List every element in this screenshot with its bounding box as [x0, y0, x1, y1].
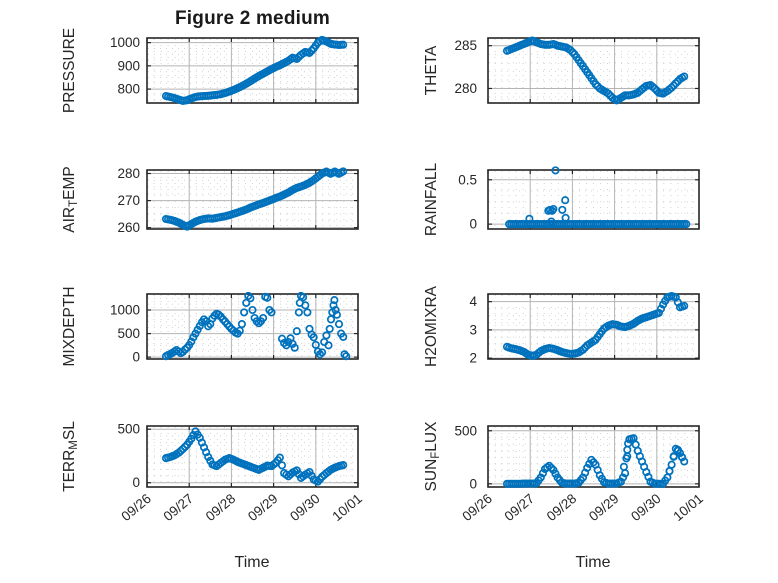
- y-tick-label: 260: [117, 220, 140, 235]
- data-markers-mixdepth: [161, 291, 351, 361]
- tick-marks: [146, 170, 359, 229]
- ylabel-rainfall: RAINFALL: [423, 163, 440, 237]
- x-tick-label: 09/27: [161, 491, 197, 524]
- x-tick-label: 09/30: [628, 491, 664, 524]
- axes-box: [146, 37, 359, 104]
- ylabel-theta: THETA: [423, 45, 440, 95]
- y-tick-label: 500: [117, 422, 140, 437]
- subplot-pressure: 800 900 1000 PRESSURE: [61, 28, 359, 113]
- data-markers-sun-flux: [502, 434, 689, 488]
- ylabel-terr-msl: TERRMSL: [61, 421, 80, 492]
- ylabel-sun-flux: SUNFLUX: [423, 421, 442, 492]
- x-tick-label: 09/28: [544, 491, 580, 524]
- y-tick-label: 280: [454, 81, 477, 96]
- subplot-sun-flux: 0 500 09/26 09/27 09/28 09/29 09/30 10/01 SUNFLU…: [423, 421, 706, 524]
- subplot-terr-msl: 0 500 09/26 09/27 09/28 09/29 09/30 10/01 TERRMS…: [61, 421, 365, 524]
- y-tick-label: 2: [469, 351, 477, 366]
- y-tick-label: 280: [117, 166, 140, 181]
- x-tick-label: 09/26: [459, 491, 495, 524]
- y-tick-label: 285: [454, 38, 477, 53]
- axes-box: [487, 169, 700, 230]
- x-tick-label: 09/26: [118, 491, 154, 524]
- y-tick-label: 1000: [110, 35, 140, 50]
- axes-box: [146, 293, 359, 360]
- y-tick-label: 0.5: [458, 172, 477, 187]
- subplot-theta: 280 285 THETA: [423, 36, 700, 105]
- axes-box: [487, 293, 700, 360]
- minor-grid: [148, 171, 357, 228]
- y-tick-label: 500: [117, 326, 140, 341]
- tick-marks: [146, 426, 359, 487]
- y-tick-label: 500: [454, 423, 477, 438]
- y-tick-label: 0: [132, 350, 140, 365]
- subplot-air-temp: 260 270 280 AIRTEMP: [61, 166, 359, 235]
- data-markers-terr-msl: [161, 427, 348, 486]
- axes-box: [487, 425, 700, 488]
- ylabel-pressure: PRESSURE: [61, 28, 78, 113]
- data-markers-theta: [502, 36, 689, 105]
- y-tick-label: 0: [469, 217, 477, 232]
- x-tick-label: 09/28: [203, 491, 239, 524]
- y-tick-label: 1000: [110, 303, 140, 318]
- y-tick-label: 4: [469, 294, 477, 309]
- axes-box: [146, 425, 359, 488]
- xlabel-time-left: Time: [234, 554, 270, 571]
- minor-grid: [148, 39, 357, 102]
- tick-marks: [146, 294, 359, 359]
- data-markers-pressure: [161, 35, 348, 105]
- x-tick-label: 10/01: [670, 491, 706, 524]
- x-tick-label: 09/29: [586, 491, 622, 524]
- x-tick-label: 09/27: [502, 491, 538, 524]
- y-tick-label: 900: [117, 58, 140, 73]
- subplot-h2omixra: 2 3 4 H2OMIXRA: [423, 285, 700, 367]
- axes-box: [487, 37, 700, 104]
- x-tick-label: 09/30: [287, 491, 323, 524]
- subplot-mixdepth: 0 500 1000 MIXDEPTH: [61, 286, 359, 367]
- data-markers-h2omixra: [502, 291, 689, 360]
- data-markers-air-temp: [161, 167, 348, 231]
- figure-title: Figure 2 medium: [174, 8, 331, 29]
- x-tick-label: 09/29: [245, 491, 281, 524]
- minor-grid: [489, 171, 698, 228]
- xlabel-time-right: Time: [575, 554, 611, 571]
- y-tick-label: 3: [469, 322, 477, 337]
- y-tick-label: 270: [117, 193, 140, 208]
- y-tick-label: 0: [132, 475, 140, 490]
- tick-marks: [487, 426, 700, 487]
- ylabel-h2omixra: H2OMIXRA: [423, 285, 440, 367]
- subplot-rainfall: 0 0.5 RAINFALL: [423, 163, 700, 237]
- ylabel-mixdepth: MIXDEPTH: [61, 286, 78, 366]
- ylabel-air-temp: AIRTEMP: [61, 166, 80, 232]
- y-tick-label: 800: [117, 82, 140, 97]
- axes-box: [146, 169, 359, 230]
- tick-marks: [487, 294, 700, 359]
- y-tick-label: 0: [469, 476, 477, 491]
- x-tick-label: 10/01: [329, 491, 365, 524]
- data-markers-rainfall: [505, 166, 691, 229]
